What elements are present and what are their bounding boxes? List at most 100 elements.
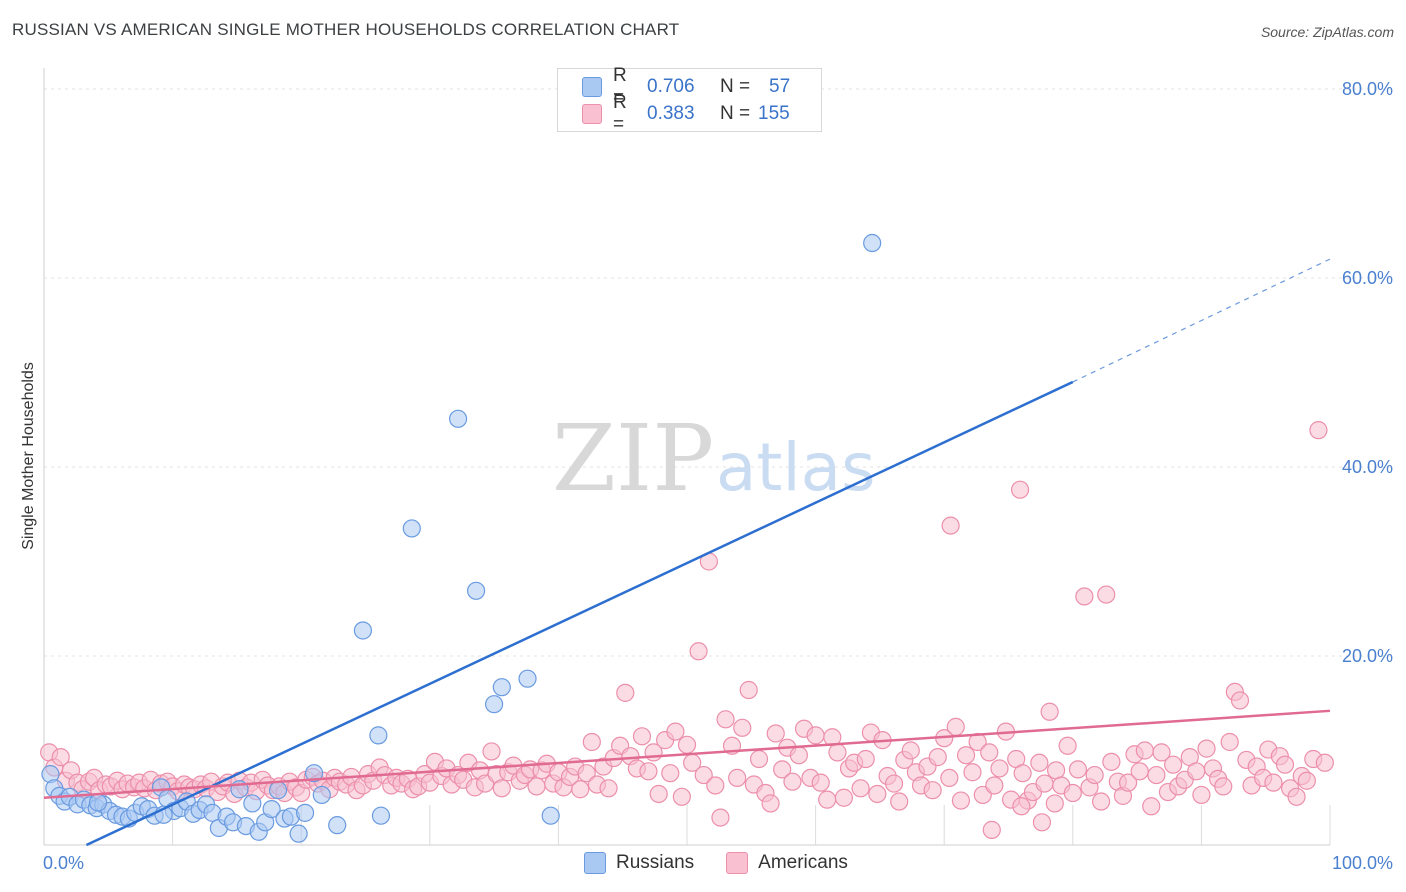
americans-point [666,722,685,741]
americans-point [733,718,752,737]
americans-point [1130,762,1149,781]
americans-point [1012,797,1031,816]
russians-point [304,764,324,783]
americans-point [1187,762,1206,781]
americans-point [1091,792,1111,811]
americans-point [694,765,713,785]
americans-point [672,787,691,806]
americans-point [884,774,904,793]
americans-point [661,764,680,783]
americans-point [577,764,596,783]
legend-row-americans: R = 0.383 N = 155 [582,92,790,135]
americans-point [749,749,769,769]
legend-label-americans: Americans [758,852,848,873]
americans-point [689,642,708,661]
americans-point [990,759,1009,778]
americans-point [1063,783,1082,803]
y-tick-label: 20.0% [1342,646,1393,666]
americans-point [632,727,652,746]
correlation-legend: R = 0.706 N = 57 R = 0.383 N = 155 [557,65,822,135]
americans-point [728,768,747,788]
russians-point [492,678,511,697]
americans-point [1032,813,1052,832]
russians-point [88,793,108,812]
legend-item-russians: Russians [584,852,694,874]
americans-point [1010,480,1030,499]
russians-point [243,794,262,813]
legend-r-value: 0.383 [647,103,695,124]
legend-swatch-russians [584,852,606,874]
legend-n-label: N = [720,76,751,97]
legend-row-russians: R = 0.706 N = 57 [582,65,790,108]
legend-n-label: N = [720,103,751,124]
legend-r-label: R = [613,92,627,135]
americans-point [639,762,658,781]
y-tick-label: 60.0% [1342,268,1393,288]
americans-point [716,710,735,729]
americans-point [1164,755,1183,774]
americans-point [811,773,830,792]
americans-point [711,808,730,827]
y-tick-label: 80.0% [1342,79,1393,99]
americans-point [527,777,546,796]
legend-swatch-americans [582,104,602,124]
americans-point [1102,752,1121,771]
americans-point [1275,755,1295,774]
russians-point [328,816,347,835]
legend-r-value: 0.706 [647,76,695,97]
americans-point [1315,753,1334,772]
americans-point [1192,785,1211,805]
americans-point [1045,794,1064,813]
americans-point [1118,773,1138,792]
americans-point [492,779,511,798]
americans-point [51,748,70,767]
americans-point [783,772,802,791]
americans-point [1264,773,1283,792]
americans-point [1135,741,1154,760]
americans-point [761,794,780,813]
russians-point [295,803,315,822]
americans-point [923,781,942,800]
americans-point [1068,760,1088,779]
americans-point [818,790,837,809]
americans-point [1097,585,1116,604]
legend-item-americans: Americans [726,852,848,874]
americans-point [773,760,792,779]
americans-point [868,784,887,804]
americans-point [766,724,785,743]
americans-point [1230,691,1250,710]
americans-point [677,735,697,754]
americans-point [1309,421,1328,440]
legend-r-label: R = [613,65,627,108]
russians-point [466,581,486,600]
russians-point [312,785,331,805]
americans-point [1197,739,1216,758]
y-tick-label: 40.0% [1342,457,1393,477]
americans-point [789,746,808,765]
americans-point [1297,771,1316,790]
americans-point [1147,765,1166,785]
americans-point [946,717,965,736]
americans-point [582,732,601,752]
americans-point [828,743,847,762]
russians-trend-line [85,380,1074,847]
americans-point [951,791,971,810]
source-credit: Source: ZipAtlas.com [1260,24,1394,40]
russians-point [485,695,504,714]
russians-point [402,519,421,538]
americans-point [1152,743,1171,762]
watermark-atlas: atlas [716,429,876,506]
americans-point [941,516,960,535]
russians-point [863,233,882,253]
americans-point [985,776,1004,795]
americans-point [1013,764,1032,783]
russians-point [262,799,281,819]
americans-point [1220,732,1239,752]
legend-swatch-americans [726,852,749,874]
americans-point [1142,797,1161,816]
americans-point [1058,736,1077,755]
russians-point [268,781,288,800]
legend-n-value: 155 [758,103,790,124]
americans-point [1046,761,1066,780]
